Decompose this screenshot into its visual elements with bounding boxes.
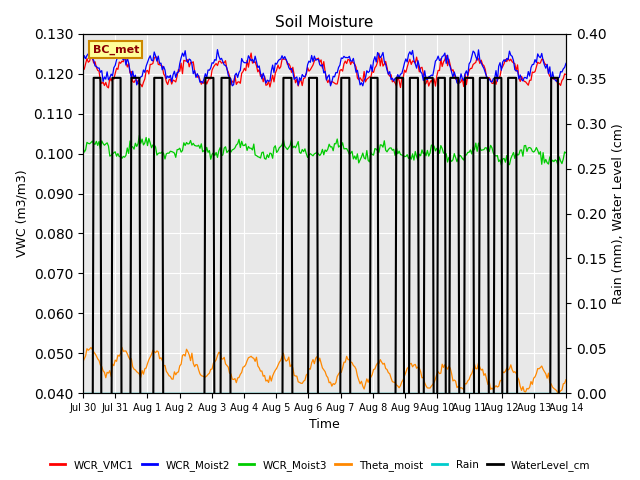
Text: BC_met: BC_met xyxy=(93,45,139,55)
Y-axis label: Rain (mm), Water Level (cm): Rain (mm), Water Level (cm) xyxy=(612,123,625,304)
Legend: WCR_VMC1, WCR_Moist2, WCR_Moist3, Theta_moist, Rain, WaterLevel_cm: WCR_VMC1, WCR_Moist2, WCR_Moist3, Theta_… xyxy=(45,456,595,475)
Y-axis label: VWC (m3/m3): VWC (m3/m3) xyxy=(15,170,28,257)
Title: Soil Moisture: Soil Moisture xyxy=(275,15,374,30)
X-axis label: Time: Time xyxy=(309,419,340,432)
